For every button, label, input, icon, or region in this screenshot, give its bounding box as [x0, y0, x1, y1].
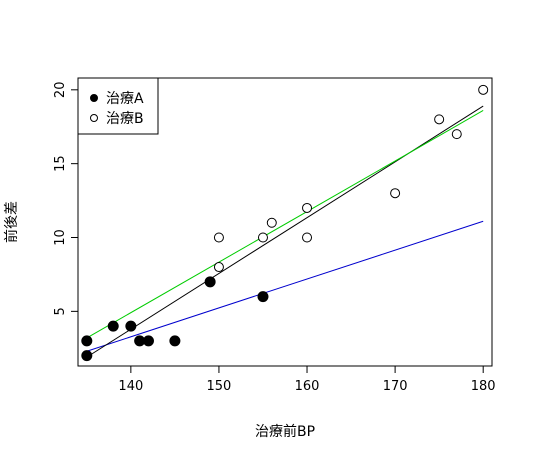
fit-line-0 [86, 220, 484, 352]
legend-label-b: 治療B [106, 110, 144, 127]
legend: 治療A 治療B [77, 77, 159, 135]
data-point-series-1 [257, 232, 268, 243]
y-tick-label: 20 [53, 82, 68, 99]
legend-box [77, 77, 159, 135]
data-point-series-1 [213, 262, 224, 273]
data-point-series-0 [125, 320, 137, 332]
data-point-series-1 [302, 232, 313, 243]
legend-marker-filled [90, 94, 98, 102]
x-tick-label: 150 [207, 379, 232, 394]
data-point-series-0 [257, 291, 269, 303]
x-tick-label: 170 [383, 379, 408, 394]
data-point-series-1 [213, 232, 224, 243]
x-tick-label: 180 [471, 379, 496, 394]
fit-line-2 [86, 110, 484, 339]
axes: 140 150 160 170 180 5 10 15 20 [53, 82, 496, 394]
data-point-series-1 [451, 129, 462, 140]
data-point-series-0 [169, 335, 181, 347]
y-tick-label: 5 [53, 307, 68, 315]
data-point-series-1 [478, 84, 489, 95]
data-point-series-0 [204, 276, 216, 288]
x-tick-label: 140 [118, 379, 143, 394]
fit-line-1 [86, 105, 484, 358]
data-point-series-0 [81, 335, 93, 347]
legend-marker-open [90, 114, 98, 122]
data-point-series-0 [142, 335, 154, 347]
data-point-series-0 [107, 320, 119, 332]
data-point-series-1 [390, 188, 401, 199]
data-points [81, 84, 489, 362]
data-point-series-1 [266, 217, 277, 228]
legend-label-a: 治療A [106, 90, 144, 107]
y-tick-label: 10 [53, 229, 68, 246]
y-axis-title: 前後差 [3, 201, 20, 243]
fit-lines [86, 105, 484, 358]
x-axis-title: 治療前BP [255, 423, 315, 440]
data-point-series-1 [302, 202, 313, 213]
data-point-series-0 [81, 350, 93, 362]
data-point-series-1 [434, 114, 445, 125]
x-tick-label: 160 [295, 379, 320, 394]
y-tick-label: 15 [53, 155, 68, 172]
